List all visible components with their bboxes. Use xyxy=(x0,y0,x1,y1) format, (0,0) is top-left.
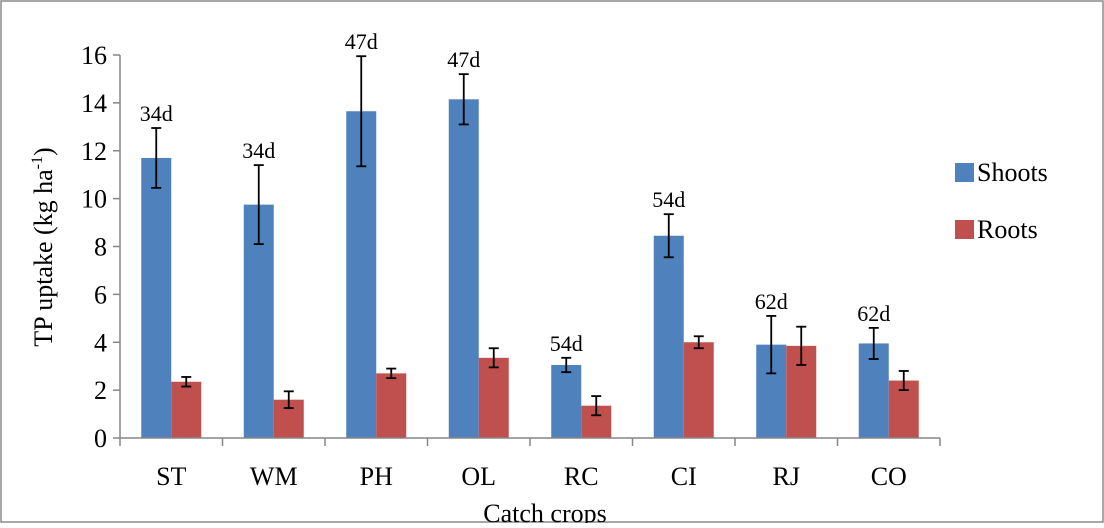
legend-swatch-roots xyxy=(955,220,974,239)
bar-roots-ci xyxy=(683,342,714,438)
x-tick-label: CO xyxy=(871,462,907,491)
duration-annotation: 54d xyxy=(550,331,583,356)
bar-roots-ol xyxy=(478,357,509,438)
y-tick-label: 14 xyxy=(81,89,107,118)
bar-shoots-st xyxy=(141,157,172,438)
duration-annotation: 54d xyxy=(652,187,685,212)
bar-annotations: 34d 34d 47d 47d 54d 54d 62d 62d xyxy=(140,29,891,356)
x-tick-label: RC xyxy=(564,462,599,491)
y-tick-label: 8 xyxy=(94,233,107,262)
y-tick-label: 16 xyxy=(81,41,107,70)
y-axis-label-close: ) xyxy=(29,147,58,156)
bar-shoots-ol xyxy=(448,99,479,439)
legend: Shoots Roots xyxy=(955,158,1048,244)
x-tick-label: RJ xyxy=(773,462,800,491)
y-axis-label: TP uptake (kg ha-1) xyxy=(29,147,58,346)
bars-group xyxy=(141,55,919,439)
duration-annotation: 62d xyxy=(857,301,890,326)
duration-annotation: 47d xyxy=(345,29,378,54)
y-axis-ticks: 0 2 4 6 8 10 12 14 16 xyxy=(81,41,120,453)
x-tick-label: CI xyxy=(671,462,697,491)
y-tick-label: 0 xyxy=(94,424,107,453)
x-tick-label: OL xyxy=(461,462,496,491)
y-tick-label: 12 xyxy=(81,137,107,166)
duration-annotation: 62d xyxy=(755,289,788,314)
y-tick-label: 2 xyxy=(94,376,107,405)
axes xyxy=(119,55,941,446)
x-tick-label: PH xyxy=(360,462,393,491)
duration-annotation: 34d xyxy=(242,138,275,163)
y-tick-label: 4 xyxy=(94,328,107,357)
bar-shoots-ci xyxy=(653,235,684,438)
y-axis-label-superscript: -1 xyxy=(29,156,46,169)
y-axis-label-main: TP uptake (kg ha xyxy=(29,169,58,347)
bar-roots-st xyxy=(171,381,202,438)
legend-swatch-shoots xyxy=(955,163,974,182)
duration-annotation: 34d xyxy=(140,101,173,126)
y-tick-label: 10 xyxy=(81,185,107,214)
x-tick-label: ST xyxy=(156,462,186,491)
x-axis-tick-labels: ST WM PH OL RC CI RJ CO xyxy=(156,462,907,491)
x-tick-label: WM xyxy=(250,462,298,491)
bar-roots-ph xyxy=(376,373,407,438)
duration-annotation: 47d xyxy=(447,47,480,72)
bar-shoots-rc xyxy=(551,364,582,438)
legend-label-shoots: Shoots xyxy=(977,158,1048,187)
x-axis-label: Catch crops xyxy=(483,499,606,523)
legend-label-roots: Roots xyxy=(977,215,1038,244)
y-tick-label: 6 xyxy=(94,280,107,309)
